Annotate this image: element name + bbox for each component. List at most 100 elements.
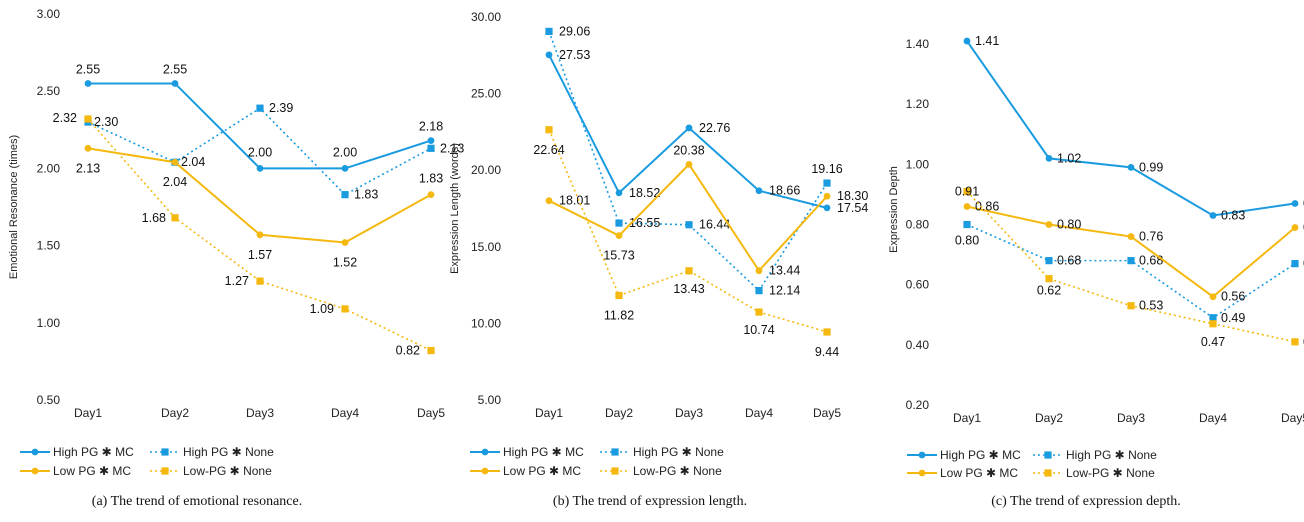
x-tick-label: Day2 [605, 406, 633, 420]
x-tick-label: Day2 [161, 406, 189, 420]
data-label: 2.55 [163, 62, 187, 76]
data-point [427, 137, 435, 145]
series-3: 22.64 11.82 13.43 10.74 9.44 [533, 126, 839, 359]
data-point [1209, 320, 1217, 328]
data-label: 0.68 [1139, 254, 1163, 268]
data-label: 1.09 [310, 302, 334, 316]
y-tick-label: 1.20 [906, 97, 930, 111]
legend-item: High PG ✱ None [600, 445, 724, 459]
data-label: 18.66 [769, 184, 800, 198]
data-point [84, 80, 92, 87]
legend: High PG ✱ MC High PG ✱ None Low PG ✱ MC Low… [907, 448, 1157, 480]
data-point [427, 191, 435, 199]
data-point [171, 214, 179, 222]
data-point [823, 179, 831, 187]
data-label: 1.57 [248, 248, 272, 262]
legend-item: High PG ✱ MC [20, 445, 134, 459]
series-line [548, 31, 828, 292]
x-tick-label: Day3 [246, 406, 274, 420]
data-point [615, 291, 623, 300]
data-point [963, 187, 971, 196]
data-point [341, 305, 349, 313]
legend-label: Low-PG ✱ None [633, 464, 722, 478]
data-label: 0.83 [1221, 209, 1245, 223]
y-tick-label: 1.00 [37, 316, 61, 330]
data-label: 18.01 [559, 194, 590, 208]
legend-item: Low PG ✱ MC [470, 464, 581, 478]
legend-marker [31, 467, 39, 475]
legend-item: High PG ✱ None [150, 445, 274, 459]
series-0: 1.411.020.990.830.87 [963, 34, 1304, 223]
data-label: 18.52 [629, 186, 660, 200]
data-point [341, 165, 349, 172]
data-point [84, 115, 92, 123]
data-point [1045, 221, 1053, 228]
y-tick-label: 25.00 [471, 87, 501, 101]
data-label: 18.30 [837, 189, 868, 203]
y-tick-label: 15.00 [471, 240, 501, 254]
y-axis-label: Expression Depth [888, 166, 900, 253]
data-label: 0.80 [955, 234, 979, 248]
data-point [685, 267, 693, 275]
legend-marker [1044, 451, 1052, 459]
x-tick-label: Day1 [535, 406, 563, 420]
data-point [1127, 257, 1135, 265]
y-tick-label: 30.00 [471, 10, 501, 24]
y-tick-label: 0.20 [906, 398, 930, 412]
data-label: 1.27 [225, 274, 249, 288]
data-point [545, 197, 553, 205]
data-point [256, 165, 264, 172]
legend-marker [918, 451, 926, 459]
data-label: 22.64 [533, 143, 564, 157]
y-axis-label: Emotional Resonance (times) [8, 135, 20, 279]
data-point [963, 220, 971, 229]
legend-label: High PG ✱ MC [503, 445, 584, 459]
series-2: 2.13 2.04 1.57 1.52 1.83 [76, 144, 443, 270]
data-label: 13.43 [673, 282, 704, 296]
data-label: 2.18 [419, 120, 443, 134]
legend-label: High PG ✱ MC [940, 448, 1021, 462]
legend-marker [481, 448, 489, 456]
x-tick-label: Day3 [1117, 411, 1145, 425]
data-label: 16.55 [629, 216, 660, 230]
legend-marker [161, 448, 169, 456]
chart-0: 0.50 1.00 1.50 2.00 2.50 3.00 Emotional Resona… [8, 7, 464, 478]
data-point [685, 124, 693, 132]
data-point [615, 189, 623, 197]
legend-label: Low PG ✱ MC [53, 464, 131, 478]
y-tick-label: 0.60 [906, 278, 930, 292]
y-tick-label: 5.00 [478, 393, 502, 407]
data-label: 0.82 [396, 344, 420, 358]
series-1: 29.06 16.55 16.44 12.14 19.16 [545, 24, 843, 298]
legend-item: Low-PG ✱ None [600, 464, 722, 478]
x-tick-label: Day5 [813, 406, 841, 420]
series-2: 18.01 15.73 20.38 13.44 18.30 [545, 143, 868, 278]
y-tick-label: 2.00 [37, 161, 61, 175]
data-point [171, 158, 179, 166]
data-label: 0.53 [1139, 299, 1163, 313]
data-label: 0.47 [1201, 335, 1225, 349]
y-tick-label: 3.00 [37, 7, 61, 21]
caption-a: (a) The trend of emotional resonance. [91, 494, 303, 509]
data-label: 22.76 [699, 121, 730, 135]
data-point [256, 231, 264, 239]
data-label: 2.30 [94, 115, 118, 129]
data-point [823, 192, 831, 200]
data-label: 0.68 [1057, 254, 1081, 268]
caption-c: (c) The trend of expression depth. [991, 494, 1181, 509]
data-point [755, 287, 763, 295]
legend-item: High PG ✱ MC [470, 445, 584, 459]
y-axis-label: Expression Length (words) [449, 143, 461, 274]
data-point [427, 346, 435, 355]
y-tick-label: 1.50 [37, 239, 61, 253]
legend-label: Low-PG ✱ None [1066, 466, 1155, 480]
data-label: 1.83 [354, 188, 378, 202]
data-point [823, 328, 831, 336]
x-tick-label: Day1 [953, 411, 981, 425]
data-point [755, 267, 763, 275]
data-point [1045, 275, 1053, 283]
legend-label: Low PG ✱ MC [503, 464, 581, 478]
data-point [615, 219, 623, 227]
data-label: 17.54 [837, 201, 868, 215]
data-label: 2.13 [440, 141, 464, 155]
